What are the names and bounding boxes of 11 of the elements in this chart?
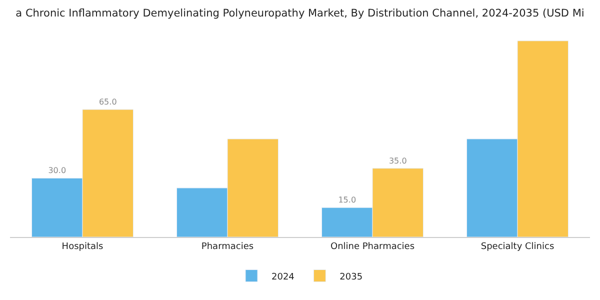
x-tick-label: Pharmacies — [201, 242, 254, 252]
legend-label: 2035 — [340, 272, 363, 282]
data-label: 15.0 — [338, 196, 356, 205]
legend-label: 2024 — [272, 272, 295, 282]
x-tick-label: Hospitals — [62, 242, 104, 252]
data-label: 30.0 — [48, 166, 66, 176]
data-label: 65.0 — [98, 98, 117, 107]
x-tick-label: Online Pharmacies — [330, 242, 415, 252]
data-label: 35.0 — [388, 156, 407, 166]
x-tick-label: Specialty Clinics — [480, 242, 554, 252]
chart-title: a Chronic Inflammatory Demyelinating Polyneuropathy Market, By Distribution Channel, 2024-2035 (USD Mi — [16, 7, 584, 20]
